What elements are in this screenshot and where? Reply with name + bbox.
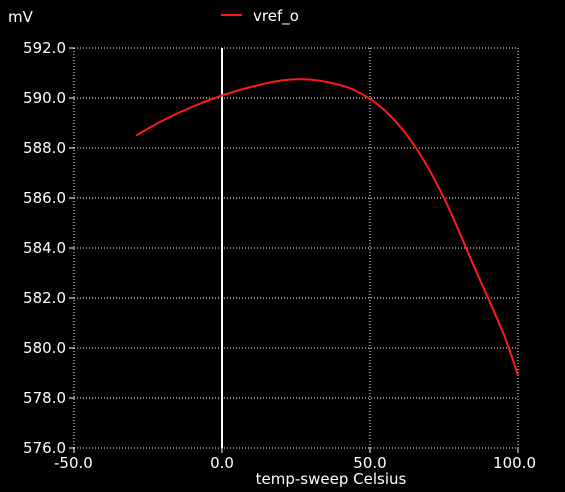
x-tick-label: 50.0 (353, 454, 386, 472)
y-tick-label: 592.0 (23, 39, 66, 57)
y-tick-label: 576.0 (23, 439, 66, 457)
x-tick-label: 100.0 (493, 454, 536, 472)
y-tick-label: 578.0 (23, 389, 66, 407)
x-tick-label: 0.0 (210, 454, 234, 472)
y-tick-label: 590.0 (23, 89, 66, 107)
axes (69, 47, 519, 453)
y-tick-labels: 576.0 578.0 580.0 582.0 584.0 586.0 588.0 590.0… (23, 39, 66, 457)
y-axis-unit: mV (8, 8, 34, 26)
x-tick-label: -50.0 (54, 454, 93, 472)
y-tick-label: 586.0 (23, 189, 66, 207)
x-axis-label: temp-sweep Celsius (256, 470, 407, 488)
series-line-vref-o (135, 78, 519, 376)
y-tick-label: 582.0 (23, 289, 66, 307)
y-tick-label: 580.0 (23, 339, 66, 357)
legend-label-vref-o: vref_o (253, 7, 299, 26)
y-tick-label: 584.0 (23, 239, 66, 257)
y-tick-label: 588.0 (23, 139, 66, 157)
grid (73, 47, 519, 449)
legend: vref_o (221, 7, 299, 26)
series-lines (135, 78, 519, 376)
x-tick-labels: -50.0 0.0 50.0 100.0 (54, 454, 536, 472)
